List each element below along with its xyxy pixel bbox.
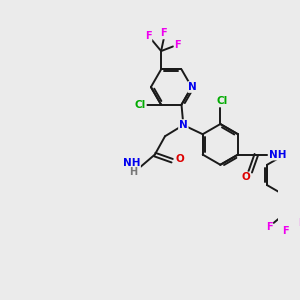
Text: F: F	[160, 28, 167, 38]
Text: H: H	[129, 167, 137, 177]
Text: N: N	[188, 82, 197, 92]
Text: N: N	[179, 120, 188, 130]
Text: F: F	[175, 40, 181, 50]
Text: Cl: Cl	[217, 96, 228, 106]
Text: Cl: Cl	[134, 100, 146, 110]
Text: F: F	[282, 226, 289, 236]
Text: F: F	[298, 218, 300, 228]
Text: O: O	[241, 172, 250, 182]
Text: NH: NH	[123, 158, 140, 168]
Text: NH: NH	[268, 150, 286, 160]
Text: F: F	[266, 222, 272, 232]
Text: F: F	[145, 31, 152, 41]
Text: O: O	[175, 154, 184, 164]
